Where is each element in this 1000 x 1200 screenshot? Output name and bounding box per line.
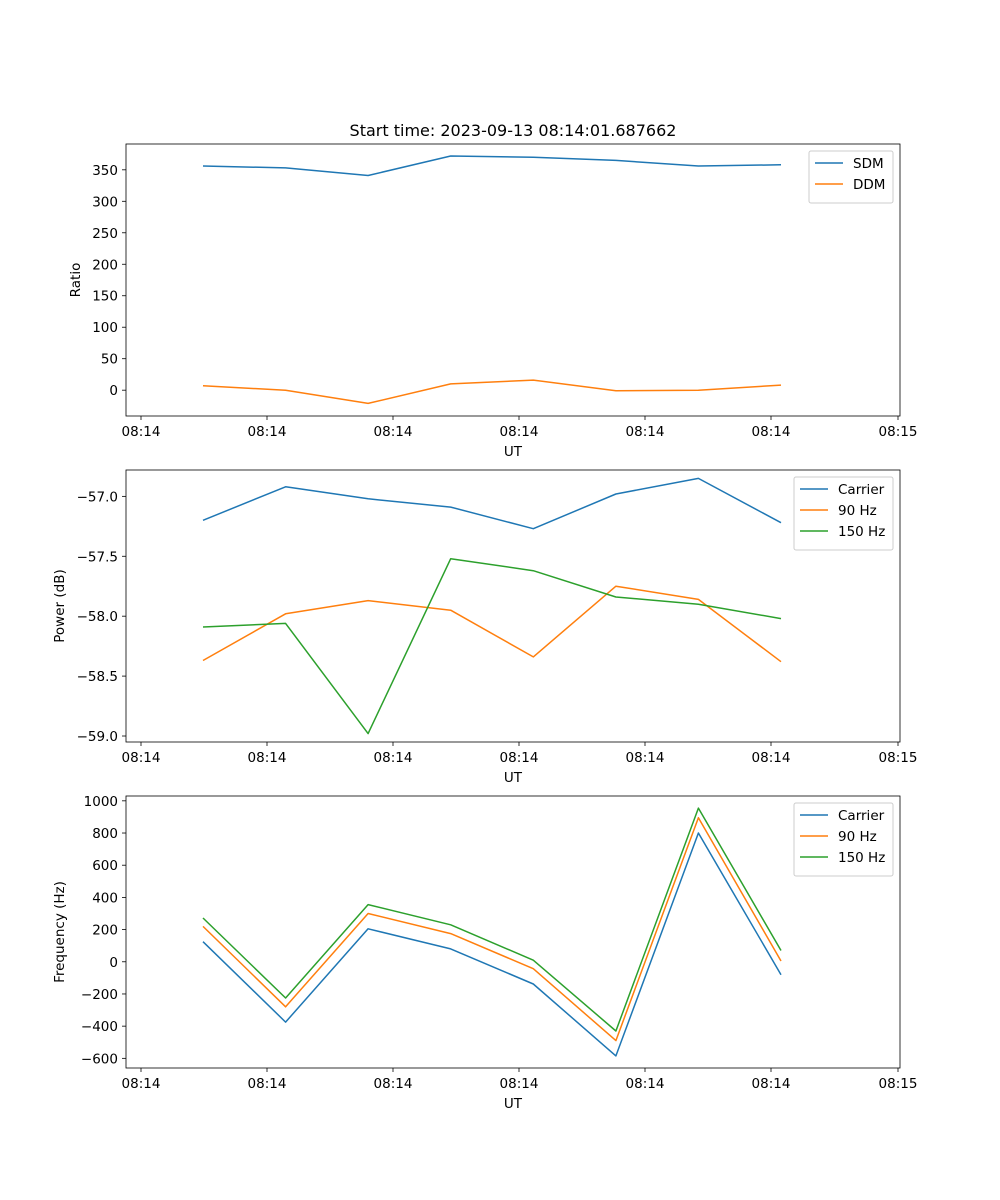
legend-label: 90 Hz: [838, 829, 877, 845]
y-tick-label: 600: [92, 858, 118, 874]
y-axis-label: Frequency (Hz): [52, 881, 68, 983]
series-line-90-hz: [202, 816, 782, 1042]
series-line-150-hz: [202, 807, 782, 1032]
x-tick-label: 08:14: [626, 750, 665, 766]
series-line-sdm: [202, 155, 782, 177]
x-tick-label: 08:14: [122, 424, 161, 440]
legend-label: Carrier: [838, 482, 885, 498]
y-tick-label: 400: [92, 890, 118, 906]
x-tick-label: 08:15: [879, 750, 918, 766]
y-tick-label: −59.0: [77, 729, 118, 745]
x-tick-label: 08:14: [752, 424, 791, 440]
ratio-chart: 08:14 08:14 08:14 08:14 08:14 08:14 08:15 UT 0 50…: [68, 143, 918, 460]
y-tick-label: −200: [81, 987, 118, 1003]
series-line-90-hz: [202, 585, 782, 663]
legend-label: 150 Hz: [838, 850, 885, 866]
x-tick-label: 08:14: [374, 750, 413, 766]
y-tick-label: −58.5: [77, 669, 118, 685]
x-tick-label: 08:15: [879, 1076, 918, 1092]
y-axis-label: Ratio: [68, 263, 84, 298]
y-tick-label: 50: [101, 352, 118, 368]
legend-label: DDM: [853, 177, 885, 193]
x-tick-label: 08:14: [626, 424, 665, 440]
x-tick-label: 08:14: [122, 750, 161, 766]
x-tick-label: 08:14: [248, 750, 287, 766]
series-line-150-hz: [202, 557, 782, 735]
legend-label: Carrier: [838, 808, 885, 824]
x-tick-label: 08:14: [626, 1076, 665, 1092]
legend-label: 90 Hz: [838, 503, 877, 519]
y-tick-label: 0: [109, 955, 118, 971]
y-tick-label: 200: [92, 923, 118, 939]
x-tick-label: 08:14: [752, 750, 791, 766]
series-line-carrier: [202, 832, 782, 1057]
series-line-carrier: [202, 477, 782, 530]
x-tick-label: 08:14: [500, 424, 539, 440]
y-axis-label: Power (dB): [52, 569, 68, 642]
x-axis-label: UT: [504, 1096, 523, 1112]
y-tick-label: 150: [92, 289, 118, 305]
y-tick-label: 1000: [84, 794, 118, 810]
x-tick-label: 08:14: [248, 1076, 287, 1092]
plot-frame: [125, 795, 901, 1069]
legend-label: SDM: [853, 156, 884, 172]
y-tick-label: 250: [92, 226, 118, 242]
frequency-chart: 08:14 08:14 08:14 08:14 08:14 08:14 08:15 UT −60…: [52, 794, 917, 1112]
x-axis-label: UT: [504, 770, 523, 786]
y-tick-label: 800: [92, 826, 118, 842]
legend-label: 150 Hz: [838, 524, 885, 540]
y-tick-label: −57.5: [77, 549, 118, 565]
x-tick-label: 08:14: [122, 1076, 161, 1092]
x-axis-label: UT: [504, 444, 523, 460]
y-tick-label: 350: [92, 163, 118, 179]
y-tick-label: −600: [81, 1051, 118, 1067]
series-line-ddm: [202, 379, 782, 405]
x-tick-label: 08:14: [500, 1076, 539, 1092]
plot-frame: [125, 469, 901, 743]
x-tick-label: 08:14: [248, 424, 287, 440]
y-tick-label: 300: [92, 194, 118, 210]
power-chart: 08:14 08:14 08:14 08:14 08:14 08:14 08:15 UT −59…: [52, 469, 918, 786]
y-tick-label: 200: [92, 257, 118, 273]
x-tick-label: 08:14: [752, 1076, 791, 1092]
x-tick-label: 08:14: [374, 1076, 413, 1092]
y-tick-label: 100: [92, 320, 118, 336]
figure-title: Start time: 2023-09-13 08:14:01.687662: [350, 121, 677, 140]
y-tick-label: −58.0: [77, 609, 118, 625]
plot-frame: [125, 143, 901, 417]
x-tick-label: 08:14: [374, 424, 413, 440]
y-tick-label: −400: [81, 1019, 118, 1035]
x-tick-label: 08:15: [879, 424, 918, 440]
y-tick-label: 0: [109, 383, 118, 399]
legend-box: [808, 150, 894, 204]
x-tick-label: 08:14: [500, 750, 539, 766]
y-tick-label: −57.0: [77, 489, 118, 505]
